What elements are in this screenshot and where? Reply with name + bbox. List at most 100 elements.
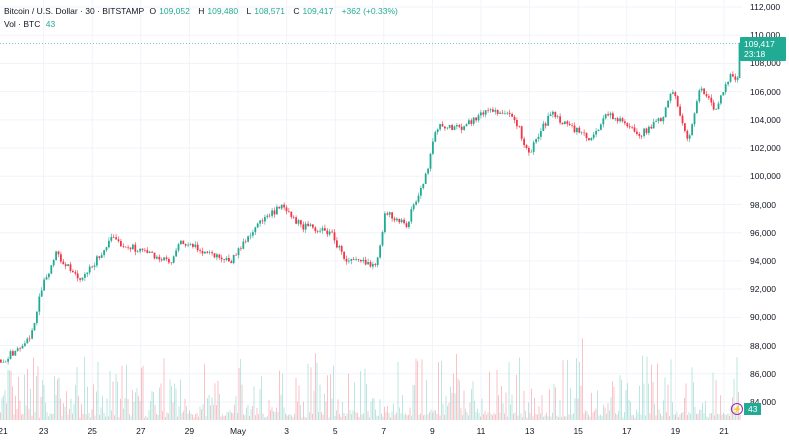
volume-bar <box>295 377 297 420</box>
volume-bar <box>496 370 498 420</box>
volume-bar <box>499 412 501 420</box>
volume-bar <box>595 408 597 420</box>
candle-body <box>408 221 410 228</box>
volume-bar <box>459 380 460 420</box>
candle-body <box>120 241 122 247</box>
candle-body <box>698 90 701 102</box>
volume-bar <box>363 413 364 420</box>
volume-bar <box>178 406 180 420</box>
volume-bar <box>198 416 199 420</box>
volume-bar <box>654 403 655 420</box>
volume-bar <box>379 399 381 420</box>
volume-bar <box>724 414 726 420</box>
candle-body <box>393 218 396 221</box>
candle-body <box>2 361 5 363</box>
volume-bar <box>97 361 99 420</box>
volume-bar <box>129 414 130 420</box>
candle-body <box>638 133 641 136</box>
volume-bar <box>706 416 708 420</box>
price-tick-label: 110,000 <box>750 30 781 41</box>
price-tick-label: 96,000 <box>750 227 776 238</box>
volume-bar <box>280 394 282 420</box>
volume-bar <box>339 413 340 420</box>
volume-bar <box>577 398 579 420</box>
candle-body <box>254 227 257 233</box>
candle-body <box>4 361 7 363</box>
candle-body <box>636 131 638 134</box>
volume-bar <box>652 381 654 420</box>
volume-bar <box>721 414 723 420</box>
volume-bar <box>210 405 211 420</box>
volume-bar <box>547 416 549 420</box>
volume-bar <box>468 415 469 420</box>
volume-bar <box>409 407 411 420</box>
low-label: L <box>246 6 252 16</box>
candle-body <box>357 259 360 260</box>
candle-body <box>211 252 213 254</box>
candle-body <box>516 120 518 127</box>
volume-bar <box>0 412 1 420</box>
volume-bar <box>415 358 417 420</box>
time-tick-label: 3 <box>284 426 289 436</box>
volume-bar <box>345 415 346 420</box>
candle-body <box>208 252 211 253</box>
candle-body <box>607 114 609 116</box>
volume-bar <box>501 386 502 420</box>
candle-body <box>285 207 288 212</box>
volume-bar <box>328 417 330 420</box>
volume-bar <box>253 386 255 420</box>
price-tick-label: 88,000 <box>750 340 776 351</box>
volume-bar <box>100 407 102 420</box>
volume-bar <box>373 398 375 420</box>
time-tick-label: 13 <box>524 426 535 436</box>
price-tick-label: 102,000 <box>750 143 781 154</box>
volume-bar <box>85 414 87 420</box>
volume-bar <box>558 417 559 420</box>
volume-bar <box>282 373 283 420</box>
volume-bar <box>258 414 259 420</box>
candle-body <box>266 215 269 217</box>
volume-bar <box>105 416 106 420</box>
volume-bar <box>63 403 64 420</box>
volume-bar <box>642 355 643 420</box>
volume-bar <box>202 404 204 420</box>
volume-bar <box>420 413 421 420</box>
volume-bar <box>591 392 592 420</box>
candle-body <box>736 77 739 80</box>
candle-body <box>151 251 153 253</box>
candle-body <box>374 264 377 266</box>
volume-bar <box>733 378 735 420</box>
volume-bar <box>145 416 147 420</box>
candle-body <box>499 112 501 114</box>
candle-body <box>31 330 33 339</box>
volume-bar <box>427 414 429 420</box>
volume-label[interactable]: Vol · BTC <box>4 19 41 29</box>
volume-bar <box>439 415 441 420</box>
symbol-title[interactable]: Bitcoin / U.S. Dollar · 30 · BITSTAMP <box>4 6 145 16</box>
volume-bar <box>585 410 586 420</box>
candle-body <box>177 244 180 251</box>
candle-body <box>585 132 588 139</box>
candle-body <box>688 135 691 139</box>
flash-icon[interactable]: ⚡ <box>731 403 743 415</box>
candle-body <box>664 107 667 118</box>
candle-body <box>338 246 341 248</box>
volume-bar <box>51 414 52 420</box>
volume-bar <box>504 413 505 420</box>
candle-body <box>463 126 465 130</box>
volume-bar <box>687 414 688 420</box>
volume-bar <box>183 411 184 420</box>
candle-body <box>84 274 86 278</box>
price-tick-label: 106,000 <box>750 86 781 97</box>
candle-body <box>259 220 261 224</box>
volume-bar <box>255 415 256 420</box>
candle-body <box>139 248 141 252</box>
volume-bar <box>96 391 97 420</box>
volume-bar <box>514 412 516 420</box>
volume-bar <box>432 412 433 420</box>
price-tick-label: 98,000 <box>750 199 776 210</box>
candle-body <box>91 266 93 268</box>
volume-bar <box>384 406 385 420</box>
candle-body <box>76 273 79 279</box>
